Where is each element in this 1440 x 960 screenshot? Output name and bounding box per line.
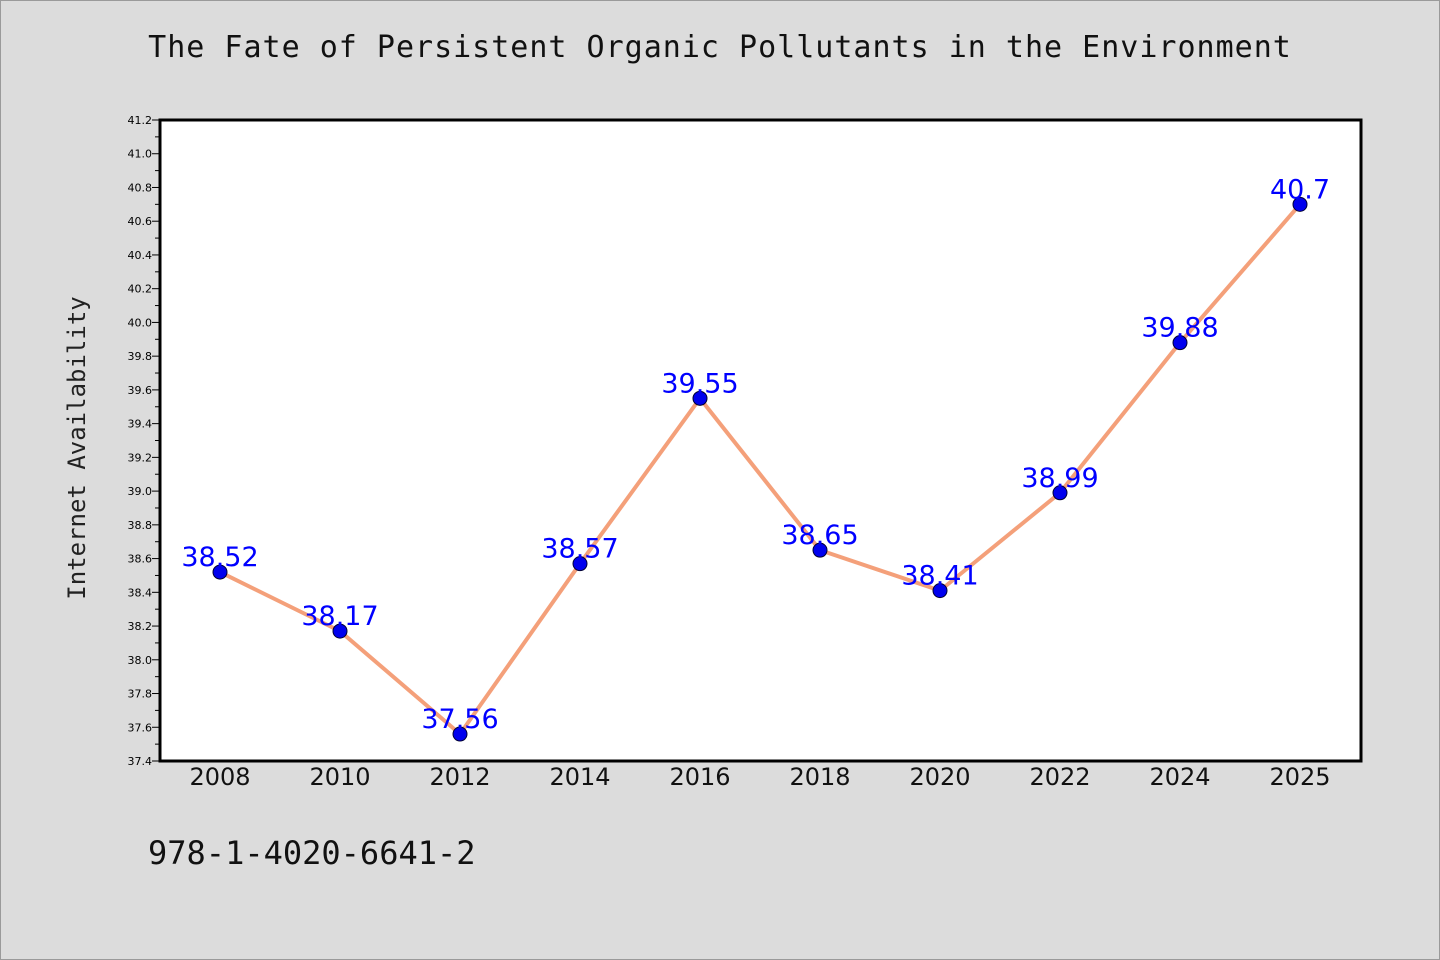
y-tick-label: 40.8: [128, 181, 153, 194]
data-label: 40.7: [1270, 174, 1330, 205]
data-point: [1172, 335, 1188, 351]
y-tick-label: 40.0: [128, 316, 153, 329]
y-tick-label: 38.8: [128, 519, 153, 532]
plot-area: [158, 118, 1363, 763]
x-tick-label: 2024: [1149, 763, 1210, 791]
chart-title: The Fate of Persistent Organic Pollutant…: [148, 30, 1292, 65]
data-point: [1052, 485, 1068, 501]
x-tick-label: 2012: [429, 763, 490, 791]
y-tick-label: 38.2: [128, 620, 153, 633]
x-tick-label: 2025: [1269, 763, 1330, 791]
y-tick-label: 38.4: [128, 586, 153, 599]
data-point: [452, 726, 468, 742]
x-tick-label: 2010: [309, 763, 370, 791]
y-tick-label: 37.6: [128, 721, 153, 734]
data-label: 39.55: [661, 368, 738, 399]
data-label: 38.41: [901, 561, 978, 592]
y-tick-label: 38.0: [128, 654, 153, 667]
isbn-code: 978-1-4020-6641-2: [148, 834, 476, 872]
data-labels: 38.52 38.17 37.56 38.57 39.55 38.65 38.41 38.99…: [181, 174, 1330, 735]
data-point: [332, 623, 348, 639]
data-point: [212, 564, 228, 580]
y-tick-label: 39.4: [128, 418, 153, 431]
y-tick-label: 41.0: [128, 148, 153, 161]
y-tick-label: 39.2: [128, 451, 153, 464]
data-label: 38.52: [181, 542, 258, 573]
y-tick-label: 37.4: [128, 755, 153, 768]
x-tick-label: 2020: [909, 763, 970, 791]
x-tick-label: 2008: [189, 763, 250, 791]
y-axis: 37.4 37.6 37.8 38.0 38.2 38.4 38.6 38.8 39.0 39.2…: [128, 114, 160, 768]
data-point: [812, 542, 828, 558]
x-tick-label: 2018: [789, 763, 850, 791]
data-point: [1292, 196, 1308, 212]
data-label: 38.65: [781, 520, 858, 551]
data-label: 38.17: [301, 601, 378, 632]
x-tick-label: 2022: [1029, 763, 1090, 791]
data-label: 37.56: [421, 704, 498, 735]
y-tick-label: 41.2: [128, 114, 153, 127]
series-line: [219, 203, 1302, 737]
data-label: 38.57: [541, 534, 618, 565]
data-label: 39.88: [1141, 313, 1218, 344]
data-label: 38.99: [1021, 463, 1098, 494]
series-group: [212, 196, 1308, 742]
y-tick-label: 40.4: [128, 249, 153, 262]
y-tick-label: 39.8: [128, 350, 153, 363]
y-tick-label: 40.2: [128, 283, 153, 296]
y-tick-label: 40.6: [128, 215, 153, 228]
x-tick-label: 2016: [669, 763, 730, 791]
x-axis: 2008 2010 2012 2014 2016 2018 2020 2022 2024 2025: [189, 763, 1330, 791]
y-tick-label: 38.6: [128, 553, 153, 566]
y-tick-label: 39.0: [128, 485, 153, 498]
y-tick-label: 39.6: [128, 384, 153, 397]
x-tick-label: 2014: [549, 763, 610, 791]
data-point: [692, 390, 708, 406]
y-tick-label: 37.8: [128, 688, 153, 701]
data-point: [572, 556, 588, 572]
data-point: [932, 583, 948, 599]
